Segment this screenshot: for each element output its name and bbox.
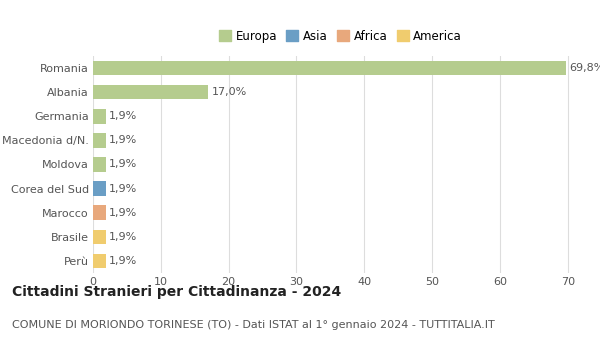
Text: 1,9%: 1,9% <box>109 208 137 218</box>
Bar <box>93 109 106 124</box>
Text: COMUNE DI MORIONDO TORINESE (TO) - Dati ISTAT al 1° gennaio 2024 - TUTTITALIA.IT: COMUNE DI MORIONDO TORINESE (TO) - Dati … <box>12 320 495 330</box>
Text: 69,8%: 69,8% <box>569 63 600 73</box>
Bar <box>93 230 106 244</box>
Text: 17,0%: 17,0% <box>212 87 247 97</box>
Bar <box>93 61 566 75</box>
Text: 1,9%: 1,9% <box>109 135 137 145</box>
Bar <box>93 254 106 268</box>
Bar <box>93 157 106 172</box>
Text: Cittadini Stranieri per Cittadinanza - 2024: Cittadini Stranieri per Cittadinanza - 2… <box>12 285 341 299</box>
Text: 1,9%: 1,9% <box>109 160 137 169</box>
Text: 1,9%: 1,9% <box>109 184 137 194</box>
Bar <box>93 205 106 220</box>
Bar <box>93 181 106 196</box>
Bar <box>93 133 106 148</box>
Text: 1,9%: 1,9% <box>109 256 137 266</box>
Legend: Europa, Asia, Africa, America: Europa, Asia, Africa, America <box>217 27 464 45</box>
Text: 1,9%: 1,9% <box>109 111 137 121</box>
Text: 1,9%: 1,9% <box>109 232 137 242</box>
Bar <box>93 85 208 99</box>
